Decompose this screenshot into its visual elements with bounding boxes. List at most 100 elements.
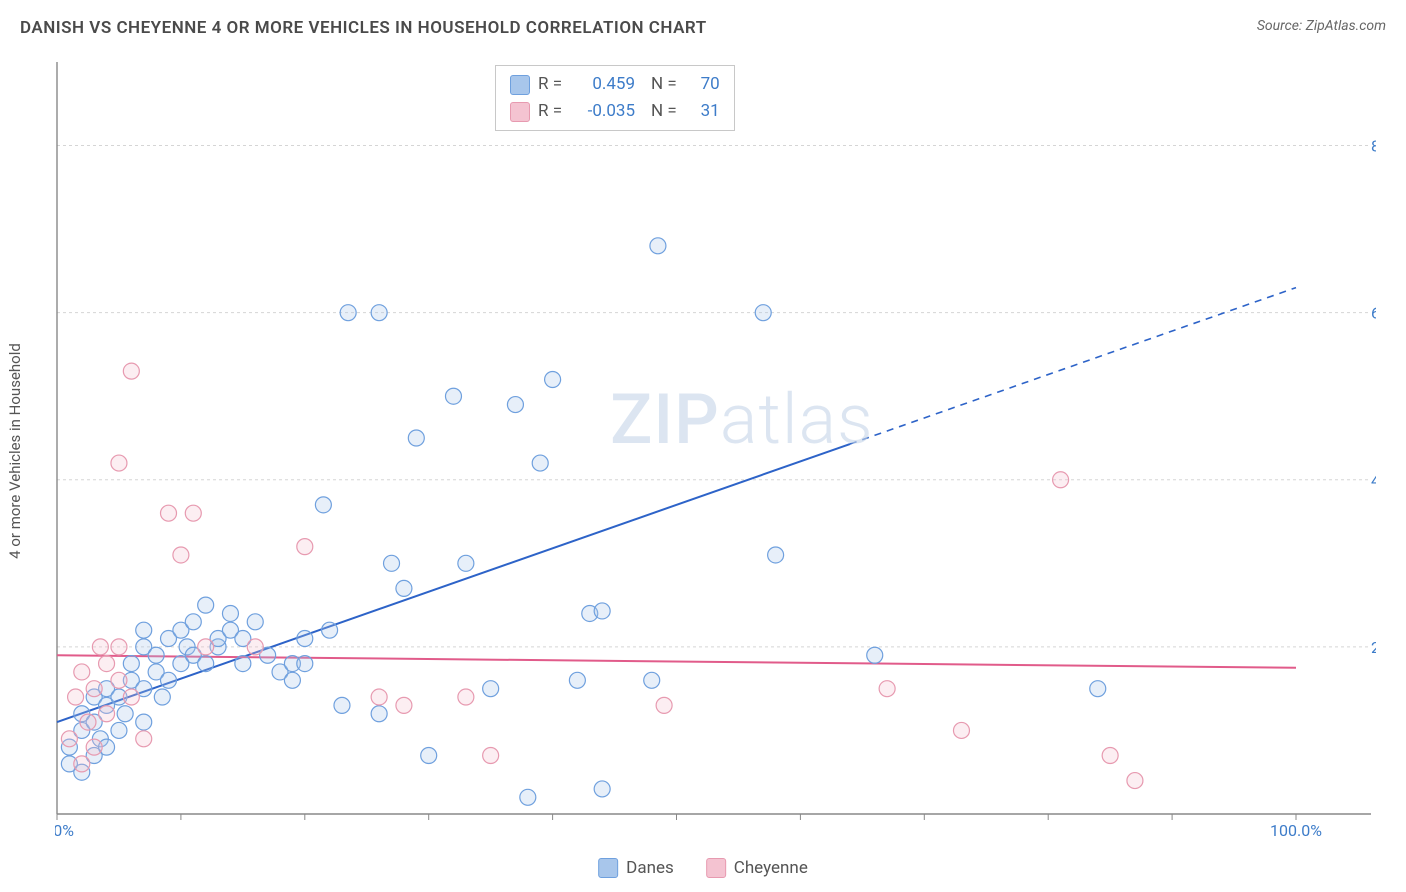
r-value: 0.459 [570,71,635,98]
data-point [247,614,263,630]
data-point [396,580,412,596]
y-tick-label: 80.0% [1371,137,1376,156]
data-point [297,656,313,672]
data-point [74,664,90,680]
data-point [161,672,177,688]
data-point [161,505,177,521]
data-point [545,372,561,388]
data-point [340,305,356,321]
data-point [86,739,102,755]
data-point [569,672,585,688]
data-point [1127,773,1143,789]
data-point [879,681,895,697]
data-point [371,689,387,705]
n-value: 31 [685,98,720,125]
data-point [136,714,152,730]
data-point [74,756,90,772]
correlation-legend: R = 0.459 N = 70 R = -0.035 N = 31 [495,65,735,131]
data-point [117,706,133,722]
data-point [222,605,238,621]
chart-area: 4 or more Vehicles in Household 20.0%40.… [55,60,1376,842]
data-point [594,603,610,619]
data-point [755,305,771,321]
series-legend-item: Danes [598,858,674,878]
data-point [483,681,499,697]
data-point [123,363,139,379]
data-point [148,647,164,663]
data-point [867,647,883,663]
data-point [315,497,331,513]
data-point [520,789,536,805]
data-point [111,672,127,688]
data-point [173,547,189,563]
series-legend: Danes Cheyenne [598,858,808,878]
data-point [198,639,214,655]
chart-title: DANISH VS CHEYENNE 4 OR MORE VEHICLES IN… [20,18,707,38]
data-point [136,622,152,638]
data-point [421,748,437,764]
data-point [297,539,313,555]
r-label: R = [538,71,562,98]
data-point [458,555,474,571]
data-point [185,505,201,521]
n-value: 70 [685,71,720,98]
data-point [1053,472,1069,488]
data-point [371,706,387,722]
data-point [99,656,115,672]
data-point [445,388,461,404]
legend-swatch [598,858,618,878]
data-point [532,455,548,471]
legend-row: R = -0.035 N = 31 [510,98,720,125]
data-point [396,697,412,713]
x-tick-label: 100.0% [1270,821,1322,840]
data-point [68,689,84,705]
legend-swatch [510,75,530,95]
data-point [235,656,251,672]
series-name: Danes [626,858,674,878]
r-value: -0.035 [570,98,635,125]
data-point [1090,681,1106,697]
data-point [594,781,610,797]
y-tick-label: 60.0% [1371,304,1376,323]
data-point [247,639,263,655]
series-name: Cheyenne [734,858,808,878]
data-point [111,455,127,471]
y-axis-label: 4 or more Vehicles in Household [6,343,24,559]
n-label: N = [651,98,677,125]
data-point [198,597,214,613]
data-point [185,614,201,630]
data-point [136,731,152,747]
data-point [111,722,127,738]
data-point [123,689,139,705]
scatter-plot: 20.0%40.0%60.0%80.0%0.0%100.0% [55,60,1376,842]
r-label: R = [538,98,562,125]
data-point [408,430,424,446]
y-tick-label: 20.0% [1371,638,1376,657]
source-citation: Source: ZipAtlas.com [1257,18,1386,34]
data-point [198,656,214,672]
data-point [111,639,127,655]
data-point [322,622,338,638]
n-label: N = [651,71,677,98]
data-point [297,631,313,647]
data-point [1102,748,1118,764]
data-point [154,689,170,705]
legend-swatch [706,858,726,878]
data-point [99,706,115,722]
data-point [656,697,672,713]
legend-swatch [510,102,530,122]
data-point [86,681,102,697]
data-point [334,697,350,713]
data-point [644,672,660,688]
data-point [768,547,784,563]
data-point [284,672,300,688]
data-point [953,722,969,738]
y-tick-label: 40.0% [1371,471,1376,490]
data-point [483,748,499,764]
data-point [384,555,400,571]
data-point [61,731,77,747]
chart-header: DANISH VS CHEYENNE 4 OR MORE VEHICLES IN… [20,18,1386,48]
data-point [371,305,387,321]
data-point [92,639,108,655]
data-point [123,656,139,672]
